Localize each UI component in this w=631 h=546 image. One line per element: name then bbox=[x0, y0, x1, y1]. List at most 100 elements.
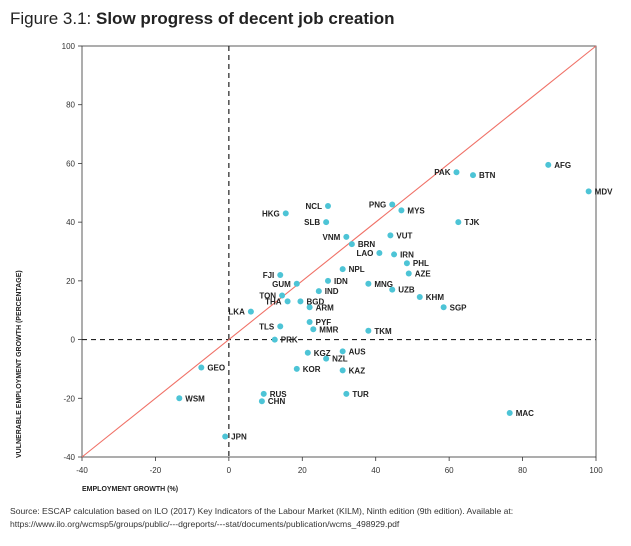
data-point-lka: LKA bbox=[228, 308, 254, 317]
point-marker bbox=[416, 294, 423, 301]
point-marker bbox=[282, 210, 289, 217]
point-marker bbox=[506, 409, 513, 416]
point-label: TKM bbox=[374, 327, 392, 336]
data-point-afg: AFG bbox=[545, 161, 571, 170]
data-point-aze: AZE bbox=[405, 270, 432, 279]
data-point-mdv: MDV bbox=[585, 187, 613, 196]
data-point-chn: CHN bbox=[258, 397, 285, 406]
figure-title: Figure 3.1: Slow progress of decent job … bbox=[10, 9, 395, 29]
point-label: KAZ bbox=[349, 366, 366, 375]
data-point-pak: PAK bbox=[434, 168, 460, 177]
data-point-phl: PHL bbox=[403, 259, 429, 268]
point-marker bbox=[405, 270, 412, 277]
point-label: PAK bbox=[434, 168, 451, 177]
point-label: AZE bbox=[415, 270, 432, 279]
point-label: IND bbox=[325, 287, 339, 296]
point-marker bbox=[260, 390, 267, 397]
point-label: BRN bbox=[358, 240, 376, 249]
data-point-arm: ARM bbox=[306, 303, 334, 312]
point-marker bbox=[324, 202, 331, 209]
point-marker bbox=[365, 327, 372, 334]
axes-group: -40 -20 0 20 40 60 80 100 -40 -20 0 20 40 60 80 100 bbox=[62, 42, 604, 475]
point-label: AUS bbox=[349, 347, 367, 356]
point-marker bbox=[258, 398, 265, 405]
data-point-ind: IND bbox=[315, 287, 339, 296]
data-point-kgz: KGZ bbox=[304, 349, 331, 358]
point-marker bbox=[324, 277, 331, 284]
data-point-bgd: BGD bbox=[297, 297, 324, 306]
data-point-mac: MAC bbox=[506, 409, 534, 418]
point-label: BTN bbox=[479, 171, 496, 180]
point-marker bbox=[176, 395, 183, 402]
point-marker bbox=[271, 336, 278, 343]
data-point-prk: PRK bbox=[271, 336, 298, 345]
data-point-mng: MNG bbox=[365, 280, 393, 289]
point-label: KHM bbox=[426, 293, 445, 302]
data-point-geo: GEO bbox=[198, 363, 225, 372]
point-marker bbox=[315, 288, 322, 295]
data-point-slb: SLB bbox=[304, 218, 330, 227]
point-label: LKA bbox=[228, 308, 245, 317]
point-label: VUT bbox=[396, 231, 412, 240]
data-point-fji: FJI bbox=[263, 271, 284, 280]
point-label: SGP bbox=[450, 303, 468, 312]
data-point-hkg: HKG bbox=[262, 209, 289, 218]
source-note: Source: ESCAP calculation based on ILO (… bbox=[10, 506, 514, 529]
point-label: TJK bbox=[464, 218, 479, 227]
y-tick-label: 60 bbox=[66, 159, 75, 168]
data-point-tur: TUR bbox=[343, 390, 369, 399]
data-point-tls: TLS bbox=[259, 322, 284, 331]
point-label: IDN bbox=[334, 277, 348, 286]
point-label: NPL bbox=[349, 265, 365, 274]
data-point-irn: IRN bbox=[391, 250, 414, 259]
point-marker bbox=[389, 201, 396, 208]
y-axis-label: VULNERABLE EMPLOYMENT GROWTH (PERCENTAGE… bbox=[16, 270, 23, 458]
data-point-ncl: NCL bbox=[306, 202, 331, 211]
figure-number: Figure 3.1: bbox=[10, 9, 92, 28]
data-point-npl: NPL bbox=[339, 265, 365, 274]
point-label: SLB bbox=[304, 218, 320, 227]
data-point-gum: GUM bbox=[272, 280, 300, 289]
point-marker bbox=[376, 249, 383, 256]
point-label: TON bbox=[259, 292, 276, 301]
x-tick-label: 80 bbox=[518, 466, 527, 475]
x-tick-label: -40 bbox=[76, 466, 88, 475]
point-label: MYS bbox=[407, 206, 425, 215]
data-point-kor: KOR bbox=[293, 365, 321, 374]
y-tick-label: -20 bbox=[63, 394, 75, 403]
point-marker bbox=[343, 390, 350, 397]
data-point-vnm: VNM bbox=[323, 233, 350, 242]
point-label: GEO bbox=[207, 363, 225, 372]
point-marker bbox=[277, 323, 284, 330]
point-marker bbox=[323, 355, 330, 362]
point-label: RUS bbox=[270, 390, 288, 399]
data-point-tkm: TKM bbox=[365, 327, 392, 336]
data-point-aus: AUS bbox=[339, 347, 367, 356]
point-marker bbox=[323, 219, 330, 226]
data-point-kaz: KAZ bbox=[339, 366, 366, 375]
y-tick-label: 20 bbox=[66, 277, 75, 286]
point-marker bbox=[198, 364, 205, 371]
point-marker bbox=[403, 260, 410, 267]
y-tick-label: 0 bbox=[71, 336, 76, 345]
x-tick-label: 60 bbox=[445, 466, 454, 475]
point-marker bbox=[365, 280, 372, 287]
x-tick-label: -20 bbox=[150, 466, 162, 475]
data-point-pyf: PYF bbox=[306, 318, 331, 327]
point-marker bbox=[279, 292, 286, 299]
point-marker bbox=[306, 318, 313, 325]
figure-title-text: Slow progress of decent job creation bbox=[96, 9, 395, 28]
point-label: NZL bbox=[332, 355, 348, 364]
point-marker bbox=[389, 286, 396, 293]
point-marker bbox=[398, 207, 405, 214]
point-label: GUM bbox=[272, 280, 291, 289]
point-label: JPN bbox=[231, 432, 247, 441]
point-marker bbox=[455, 219, 462, 226]
data-point-sgp: SGP bbox=[440, 303, 468, 312]
point-label: TUR bbox=[352, 390, 369, 399]
point-marker bbox=[304, 349, 311, 356]
y-tick-label: -40 bbox=[63, 453, 75, 462]
plot-frame bbox=[81, 45, 597, 458]
data-point-png: PNG bbox=[369, 201, 396, 210]
data-point-idn: IDN bbox=[324, 277, 348, 286]
